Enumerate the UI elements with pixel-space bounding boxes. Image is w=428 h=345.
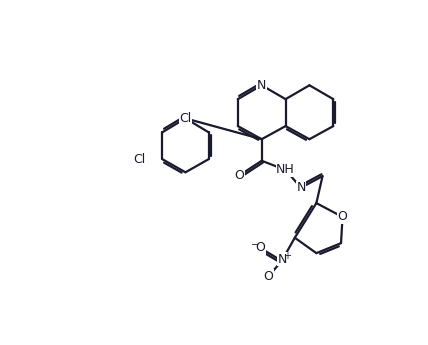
Text: −: − bbox=[252, 240, 260, 250]
Text: O: O bbox=[338, 210, 348, 224]
Text: N: N bbox=[278, 253, 287, 266]
Text: +: + bbox=[283, 251, 291, 261]
Text: O: O bbox=[264, 270, 273, 283]
Text: N: N bbox=[296, 181, 306, 194]
Text: Cl: Cl bbox=[133, 153, 146, 166]
Text: O: O bbox=[255, 241, 265, 254]
Text: O: O bbox=[235, 169, 244, 182]
Text: Cl: Cl bbox=[179, 112, 192, 125]
Text: NH: NH bbox=[276, 164, 295, 177]
Text: N: N bbox=[257, 79, 266, 92]
